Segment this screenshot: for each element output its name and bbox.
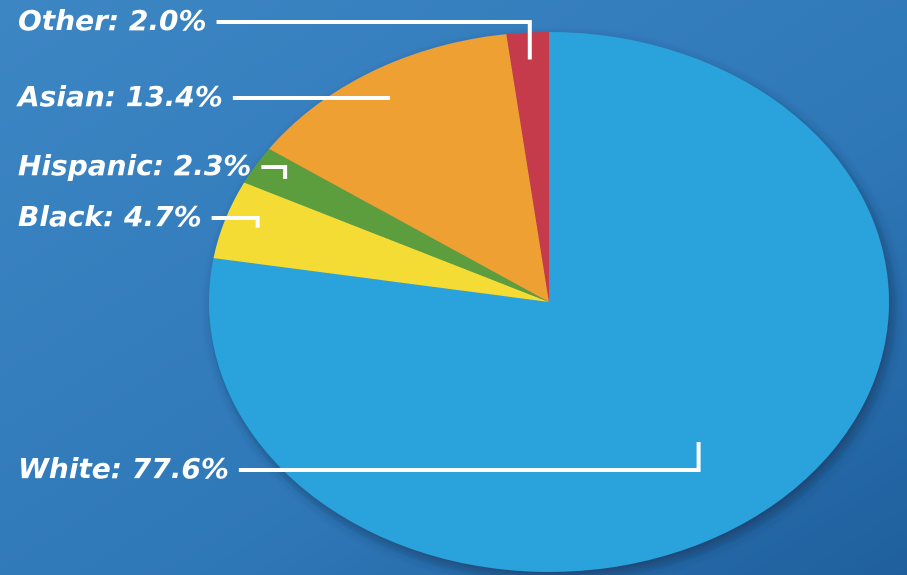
pie-slice [268,34,549,303]
data-label: White: 77.6% [18,452,229,485]
pie-slice [213,182,549,302]
pie-slice [244,148,550,302]
data-label: Other: 2.0% [18,4,207,37]
pie [209,32,889,572]
data-label: Hispanic: 2.3% [18,149,251,182]
leader-line [216,20,532,60]
leader-line [238,441,701,472]
leader-line [211,216,260,228]
pie-slice [506,32,549,302]
data-label: Black: 4.7% [18,200,202,233]
leader-line [261,165,288,179]
data-label: Asian: 13.4% [16,80,223,113]
